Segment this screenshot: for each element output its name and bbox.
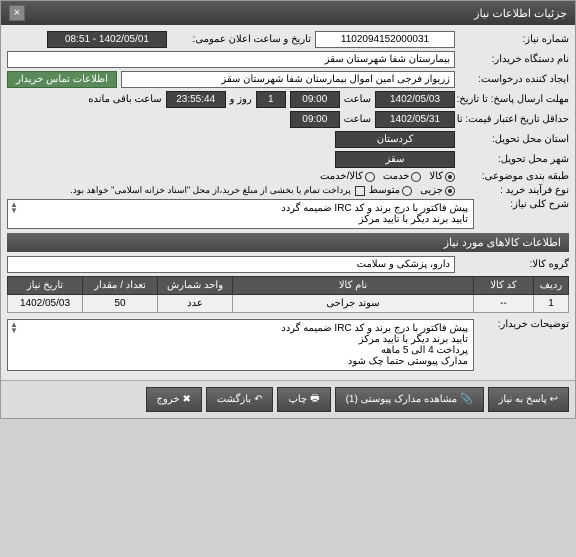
requester-field: زریوار فرجی امین اموال بیمارستان شفا شهر… (121, 71, 455, 88)
buyer-label: نام دستگاه خریدار: (459, 54, 569, 65)
col-qty: تعداد / مقدار (83, 277, 158, 295)
announce-field: 1402/05/01 - 08:51 (47, 31, 167, 48)
buyer-notes-textarea: ▲▼ پیش فاکتور با درج برند و کد IRC ضمیمه… (7, 319, 474, 371)
exit-icon: ✖ (183, 394, 191, 405)
process-opt-medium[interactable]: متوسط (369, 185, 412, 196)
col-row: ردیف (534, 277, 569, 295)
deadline-date: 1402/05/03 (375, 91, 455, 108)
buyer-field: بیمارستان شفا شهرستان سقز (7, 51, 455, 68)
deadline-time: 09:00 (290, 91, 340, 108)
table-row[interactable]: 1 -- سوند جراحی عدد 50 1402/05/03 (8, 295, 569, 313)
desc-textarea: ▲▼ پیش فاکتور با درج برند و کد IRC ضمیمه… (7, 199, 474, 229)
group-field: دارو، پزشکی و سلامت (7, 256, 455, 273)
col-code: کد کالا (474, 277, 534, 295)
requester-label: ایجاد کننده درخواست: (459, 74, 569, 85)
col-name: نام کالا (233, 277, 474, 295)
process-label: نوع فرآیند خرید : (459, 185, 569, 196)
validity-time: 09:00 (290, 111, 340, 128)
items-section-header: اطلاعات کالاهای مورد نیاز (7, 233, 569, 252)
respond-button[interactable]: ↩پاسخ به نیاز (488, 387, 569, 412)
scroll-icon[interactable]: ▲▼ (10, 322, 18, 334)
category-label: طبقه بندی موضوعی: (459, 171, 569, 182)
window-title: جزئیات اطلاعات نیاز (474, 7, 567, 20)
main-window: جزئیات اطلاعات نیاز × شماره نیاز: 110209… (0, 0, 576, 419)
table-header-row: ردیف کد کالا نام کالا واحد شمارش تعداد /… (8, 277, 569, 295)
print-button[interactable]: 🖶چاپ (277, 387, 330, 412)
contact-info-button[interactable]: اطلاعات تماس خریدار (7, 71, 117, 88)
titlebar: جزئیات اطلاعات نیاز × (1, 1, 575, 25)
treasury-checkbox[interactable] (355, 186, 365, 196)
buyer-notes-label: توضیحات خریدار: (478, 319, 569, 330)
col-unit: واحد شمارش (158, 277, 233, 295)
deadline-time-label: ساعت (344, 94, 371, 105)
radio-icon (445, 172, 455, 182)
deadline-days: 1 (256, 91, 286, 108)
need-number-label: شماره نیاز: (459, 34, 569, 45)
province-field: کردستان (335, 131, 455, 148)
cell-unit: عدد (158, 295, 233, 313)
radio-icon (411, 172, 421, 182)
province-label: استان محل تحویل: (459, 134, 569, 145)
scroll-icon[interactable]: ▲▼ (10, 202, 18, 214)
back-button[interactable]: ↶بازگشت (206, 387, 274, 412)
validity-date: 1402/05/31 (375, 111, 455, 128)
category-opt-goods[interactable]: کالا (429, 171, 455, 182)
deadline-label: مهلت ارسال پاسخ: تا تاریخ: (459, 94, 569, 105)
cell-row: 1 (534, 295, 569, 313)
cell-qty: 50 (83, 295, 158, 313)
group-label: گروه کالا: (459, 259, 569, 270)
back-icon: ↶ (254, 394, 262, 405)
city-field: سقز (335, 151, 455, 168)
items-table: ردیف کد کالا نام کالا واحد شمارش تعداد /… (7, 276, 569, 313)
radio-icon (445, 186, 455, 196)
validity-time-label: ساعت (344, 114, 371, 125)
category-opt-both[interactable]: کالا/خدمت (320, 171, 375, 182)
category-radio-group: کالا خدمت کالا/خدمت (320, 171, 455, 182)
radio-icon (365, 172, 375, 182)
radio-icon (402, 186, 412, 196)
cell-name: سوند جراحی (233, 295, 474, 313)
process-note: پرداخت تمام یا بخشی از مبلغ خرید،از محل … (70, 185, 350, 196)
process-opt-minor[interactable]: جزیی (420, 185, 455, 196)
deadline-remain: 23:55:44 (166, 91, 226, 108)
attachments-button[interactable]: 📎مشاهده مدارک پیوستی (1) (335, 387, 484, 412)
deadline-days-label: روز و (230, 94, 252, 105)
col-date: تاریخ نیاز (8, 277, 83, 295)
need-number-field: 1102094152000031 (315, 31, 455, 48)
cell-date: 1402/05/03 (8, 295, 83, 313)
validity-label: حداقل تاریخ اعتبار قیمت: تا تاریخ: (459, 114, 569, 125)
category-opt-service[interactable]: خدمت (383, 171, 422, 182)
announce-label: تاریخ و ساعت اعلان عمومی: (171, 34, 311, 45)
desc-label: شرح کلی نیاز: (478, 199, 569, 210)
attachment-icon: 📎 (460, 394, 472, 405)
cell-code: -- (474, 295, 534, 313)
exit-button[interactable]: ✖خروج (146, 387, 202, 412)
close-icon[interactable]: × (9, 5, 25, 21)
form-content: شماره نیاز: 1102094152000031 تاریخ و ساع… (1, 25, 575, 380)
button-bar: ↩پاسخ به نیاز 📎مشاهده مدارک پیوستی (1) 🖶… (1, 380, 575, 418)
reply-icon: ↩ (550, 394, 558, 405)
print-icon: 🖶 (310, 391, 319, 408)
deadline-remain-label: ساعت باقی مانده (88, 94, 161, 105)
city-label: شهر محل تحویل: (459, 154, 569, 165)
process-radio-group: جزیی متوسط (369, 185, 455, 196)
